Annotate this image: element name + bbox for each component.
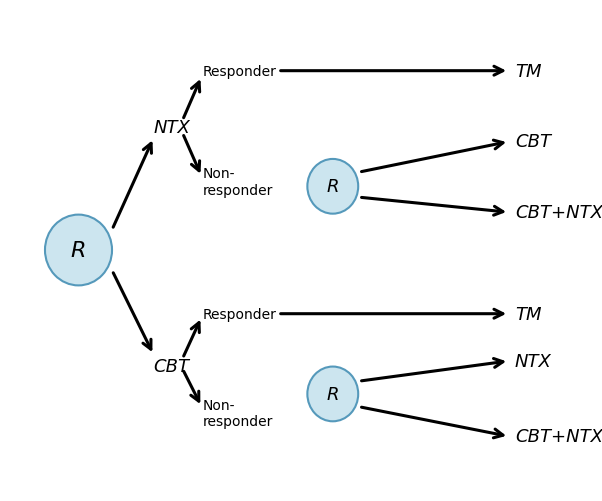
Text: TM: TM — [515, 63, 541, 81]
Ellipse shape — [308, 367, 358, 421]
Text: Non-
responder: Non- responder — [203, 398, 273, 428]
Text: Responder: Responder — [203, 65, 277, 79]
Ellipse shape — [308, 160, 358, 214]
Text: NTX: NTX — [515, 352, 551, 370]
Text: CBT: CBT — [515, 133, 551, 151]
Text: CBT+NTX: CBT+NTX — [515, 427, 602, 445]
Ellipse shape — [45, 215, 112, 286]
Text: TM: TM — [515, 305, 541, 323]
Text: CBT+NTX: CBT+NTX — [515, 204, 602, 222]
Text: NTX: NTX — [154, 119, 190, 137]
Text: R: R — [71, 240, 86, 261]
Text: CBT: CBT — [154, 357, 190, 375]
Text: R: R — [326, 385, 339, 403]
Text: Responder: Responder — [203, 307, 277, 321]
Text: R: R — [326, 178, 339, 196]
Text: Non-
responder: Non- responder — [203, 167, 273, 197]
